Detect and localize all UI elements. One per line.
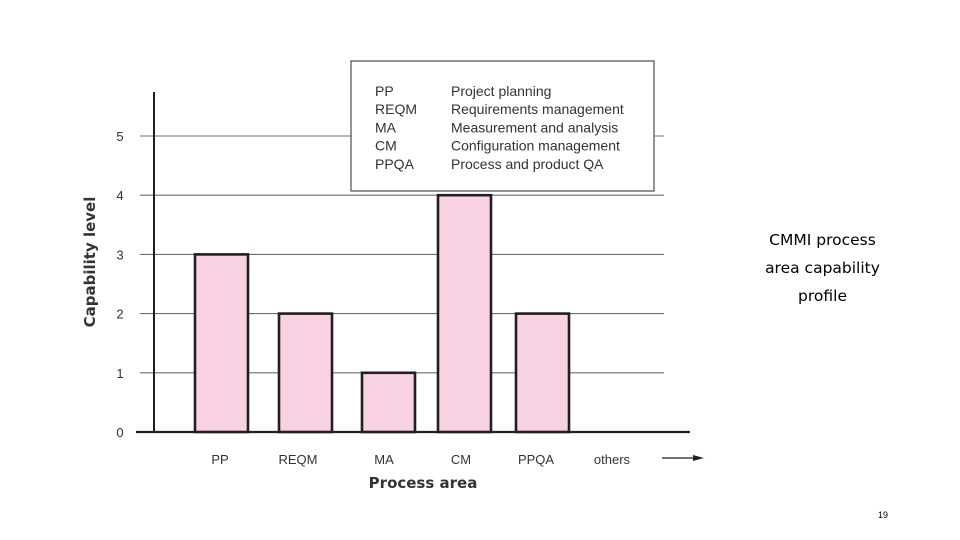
- legend-abbreviation: PP: [375, 83, 394, 99]
- x-tick-label: PPQA: [518, 452, 554, 467]
- legend-abbreviation: REQM: [375, 101, 417, 117]
- y-tick-label: 4: [116, 188, 123, 203]
- legend-description: Process and product QA: [451, 156, 604, 172]
- legend-description: Configuration management: [451, 138, 620, 154]
- x-tick-label: PP: [211, 452, 228, 467]
- x-tick-labels: PP REQM MA CM PPQA others: [211, 452, 704, 467]
- legend-description: Measurement and analysis: [451, 119, 618, 135]
- legend-description: Requirements management: [451, 101, 624, 117]
- bars: [193, 193, 571, 434]
- y-tick-label: 1: [116, 366, 123, 381]
- legend-abbreviation: PPQA: [375, 156, 415, 172]
- x-tick-label: CM: [451, 452, 471, 467]
- legend-box: PP Project planning REQM Requirements manag…: [350, 60, 655, 192]
- legend-description: Project planning: [451, 83, 551, 99]
- legend-entries: PP Project planning REQM Requirements manag…: [375, 83, 624, 172]
- y-tick-label: 3: [116, 247, 123, 262]
- y-tick-label: 5: [116, 129, 123, 144]
- bar-ma: [360, 371, 417, 434]
- page-number: 19: [877, 510, 888, 520]
- y-tick-label: 0: [116, 425, 123, 440]
- x-tick-label: MA: [374, 452, 394, 467]
- x-axis-title: Process area: [369, 474, 478, 492]
- legend-abbreviation: MA: [375, 119, 397, 135]
- y-tick-labels: 0 1 2 3 4 5: [116, 129, 123, 440]
- bar-cm: [436, 193, 493, 434]
- legend-abbreviation: CM: [375, 138, 397, 154]
- x-tick-label: others: [594, 452, 631, 467]
- y-axis-title: Capability level: [81, 197, 99, 328]
- bar-reqm: [277, 312, 334, 434]
- arrow-right-icon: [693, 455, 704, 461]
- bar-pp: [193, 253, 250, 434]
- x-tick-label: REQM: [279, 452, 318, 467]
- y-tick-label: 2: [116, 307, 123, 322]
- bar-ppqa: [514, 312, 571, 434]
- slide-caption: CMMI process area capability profile: [765, 231, 880, 305]
